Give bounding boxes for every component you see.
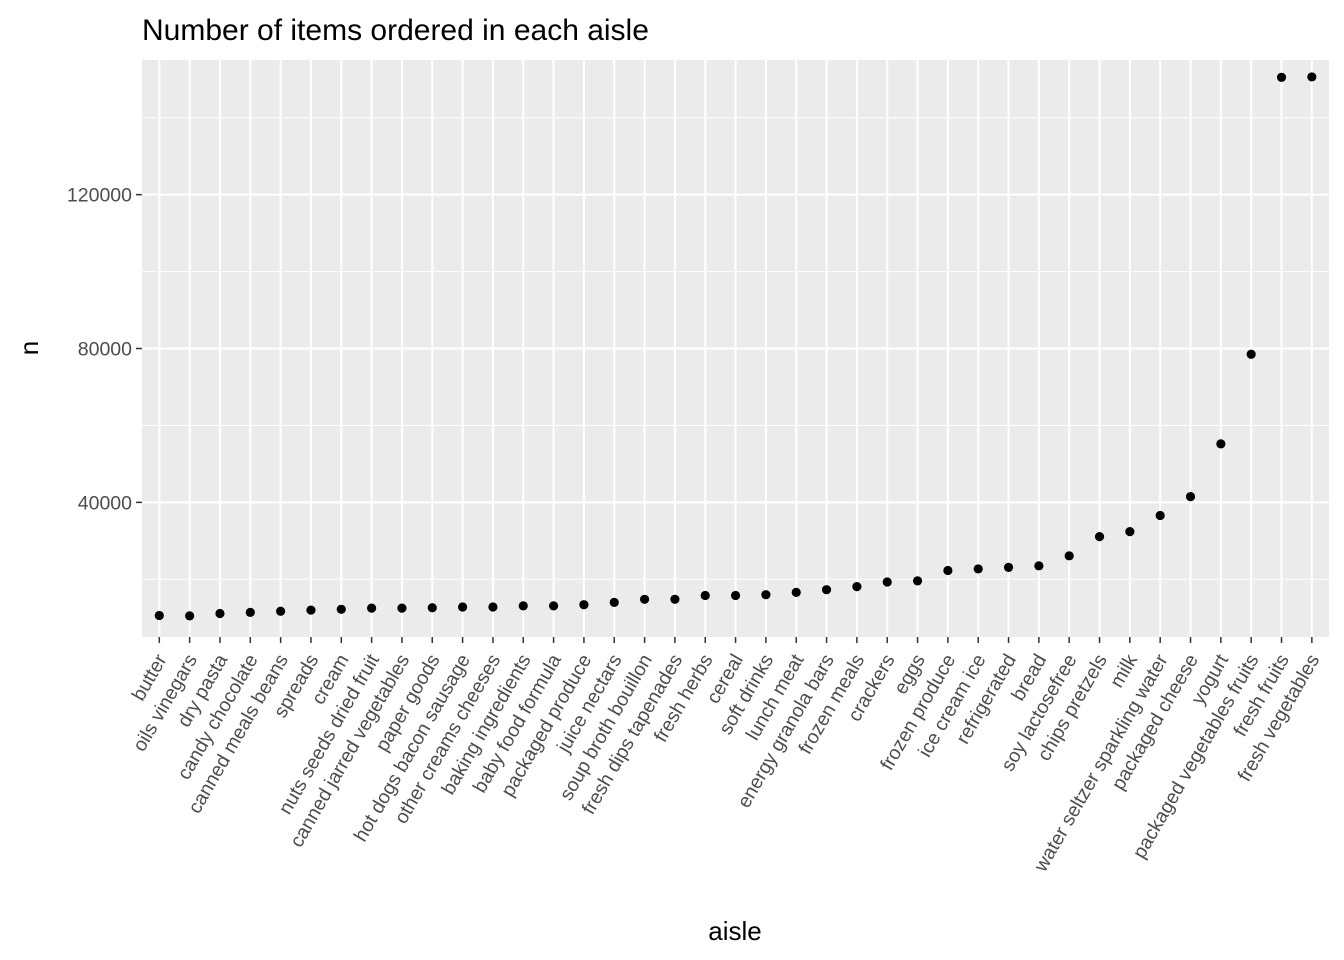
data-point	[1125, 527, 1135, 537]
data-point	[1094, 532, 1105, 542]
major-gridlines	[142, 60, 1329, 637]
data-point	[973, 564, 983, 574]
data-point	[518, 601, 528, 611]
data-point	[245, 607, 255, 617]
y-axis: 40000 80000 120000	[67, 185, 142, 514]
data-point	[852, 582, 862, 592]
data-point	[154, 610, 164, 621]
data-point	[1185, 491, 1196, 502]
y-tick-label: 40000	[78, 492, 132, 514]
data-point	[943, 565, 953, 576]
data-point	[548, 601, 559, 611]
data-point	[670, 594, 680, 604]
data-point	[367, 603, 377, 613]
data-point	[1307, 72, 1317, 82]
data-point	[639, 594, 650, 604]
data-point	[821, 585, 832, 595]
data-point	[700, 590, 710, 601]
data-point	[1034, 561, 1044, 571]
data-point	[488, 602, 498, 612]
data-points	[154, 72, 1317, 621]
data-point	[1155, 510, 1165, 521]
data-point	[1276, 72, 1287, 82]
chart-title: Number of items ordered in each aisle	[142, 14, 649, 47]
data-point	[458, 602, 468, 612]
data-point	[791, 587, 801, 597]
data-point	[427, 603, 437, 613]
data-point	[1216, 439, 1226, 449]
y-tick-label: 80000	[78, 339, 132, 361]
data-point	[185, 611, 195, 621]
data-point	[730, 590, 741, 601]
data-point	[215, 608, 225, 619]
data-point	[609, 597, 619, 607]
data-point	[882, 577, 892, 587]
y-axis-title: n	[14, 341, 44, 355]
data-point	[336, 604, 346, 614]
y-tick-label: 120000	[67, 185, 132, 207]
data-point	[579, 600, 589, 610]
x-axis-title: aisle	[708, 916, 761, 946]
data-point	[306, 605, 316, 615]
data-point	[1003, 562, 1014, 572]
data-point	[397, 603, 407, 613]
data-point	[912, 576, 923, 586]
data-point	[1064, 551, 1074, 561]
data-point	[276, 606, 286, 616]
data-point	[761, 590, 771, 600]
data-point	[1246, 349, 1256, 359]
